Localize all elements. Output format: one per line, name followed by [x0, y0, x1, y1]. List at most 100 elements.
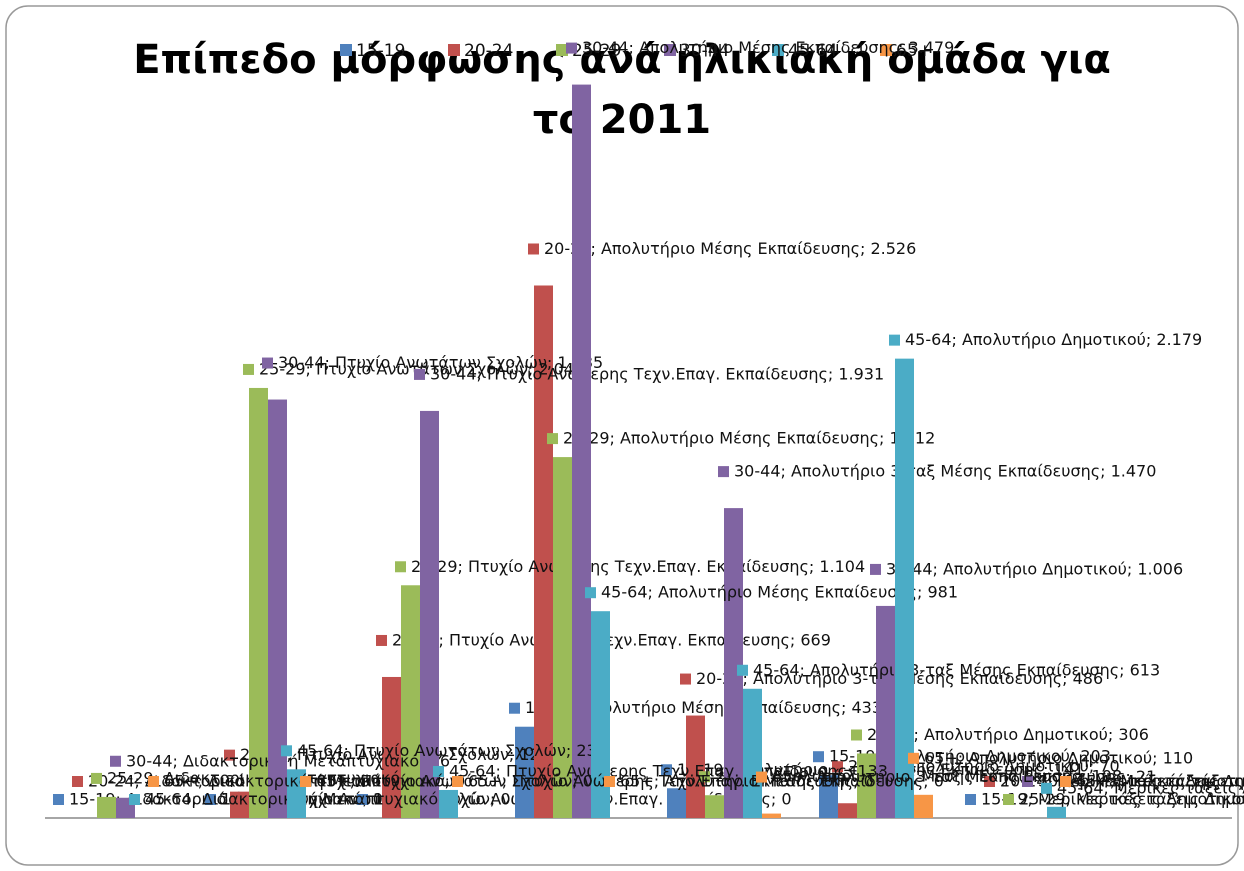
bar	[249, 387, 268, 818]
label-marker	[110, 755, 121, 767]
label-marker	[680, 673, 691, 685]
bar	[819, 775, 838, 818]
label-marker	[965, 794, 976, 805]
bar	[876, 605, 895, 818]
legend-swatch	[880, 44, 892, 56]
bar	[553, 457, 572, 818]
label-marker	[604, 776, 615, 787]
data-label: 45-64; Απολυτήριο Μέσης Εκπαίδευσης; 981	[601, 583, 958, 602]
label-marker	[452, 776, 463, 787]
data-label: 20-24; Πτυχίο Ανώτερης Τεχν.Επαγ. Εκπαίδ…	[392, 630, 831, 649]
label-marker	[889, 334, 900, 346]
label-marker	[414, 368, 425, 380]
label-marker	[357, 794, 368, 805]
label-marker	[91, 772, 102, 784]
data-label: 20-24; Διδακτορικό ή Μεταπτυχιακό; 0	[88, 772, 402, 791]
bar	[667, 788, 686, 818]
data-label: 45-64; Απολυτήριο 3-ταξ Μέσης Εκπαίδευση…	[753, 660, 1160, 679]
data-label: 25-29; Μερικές τάξεις Δημοτικού; 0	[1019, 790, 1244, 809]
bar	[838, 803, 857, 818]
label-marker	[528, 243, 539, 255]
data-label: 65+; Απολυτήριο Μέσης Εκπαίδευσης; 0	[620, 772, 944, 791]
data-label: 45-64; Μερικές τάξεις Δημοτικού; 53	[1057, 778, 1244, 797]
label-marker	[148, 776, 159, 787]
data-label: 45-64; Πτυχίο Ανώτερης Τεχν.Επαγ. Εκπαίδ…	[449, 761, 888, 780]
data-label: 15-19; Μερικές τάξεις Δημοτικού; 0	[981, 790, 1244, 809]
bar	[1047, 806, 1066, 818]
label-marker	[395, 561, 406, 573]
bar	[534, 285, 553, 818]
legend-label: 65+	[896, 41, 932, 61]
label-marker	[509, 702, 520, 714]
label-marker	[984, 776, 995, 787]
label-marker	[851, 729, 862, 741]
label-marker	[224, 749, 235, 761]
label-marker	[1022, 776, 1033, 787]
data-label: 45-64; Απολυτήριο Δημοτικού; 2.179	[905, 330, 1202, 349]
label-marker	[72, 776, 83, 787]
label-marker	[908, 752, 919, 764]
label-marker	[699, 771, 710, 783]
legend-label: 30-44	[680, 41, 729, 61]
bar	[895, 358, 914, 818]
bar	[762, 813, 781, 818]
label-marker	[870, 563, 881, 575]
label-marker	[1003, 794, 1014, 805]
label-marker	[433, 765, 444, 777]
bar	[97, 796, 116, 818]
data-label: 30-44; Απολυτήριο Δημοτικού; 1.006	[886, 559, 1183, 578]
data-label: 65+; Μερικές τάξεις Δημοτικού; 0	[1076, 772, 1244, 791]
label-marker	[661, 764, 672, 776]
bar	[686, 715, 705, 818]
chart-title: Επίπεδο μόρφωσης ανά ηλικιακή ομάδα για …	[133, 37, 1111, 143]
data-label: 25-29; Πτυχίο Ανώτερης Τεχν.Επαγ. Εκπαίδ…	[411, 557, 865, 576]
legend-swatch	[664, 44, 676, 56]
data-label: 25-29; Απολυτήριο 3-ταξ Μέσης Εκπαίδευση…	[715, 767, 1122, 786]
data-label: 65+; Πτυχίο Ανώτερης Τεχν.Επαγ. Εκπαίδευ…	[468, 772, 874, 791]
bar	[401, 585, 420, 818]
bar	[572, 84, 591, 819]
data-label: 20-24; Απολυτήριο Μέσης Εκπαίδευσης; 2.5…	[544, 239, 916, 258]
bar	[591, 611, 610, 818]
label-marker	[53, 794, 64, 805]
bar	[420, 410, 439, 818]
data-label: 25-29; Απολυτήριο Δημοτικού; 306	[867, 725, 1149, 744]
data-label: 25-29; Απολυτήριο Μέσης Εκπαίδευσης; 1.7…	[563, 429, 935, 448]
data-label: 45-64; Πτυχίο Ανωτάτων Σχολών; 231	[297, 741, 607, 760]
label-marker	[1060, 776, 1071, 787]
bar	[724, 508, 743, 818]
label-marker	[1041, 782, 1052, 794]
data-label: 65+; Διδακτορικό ή Μεταπτυχιακό; 0	[164, 772, 465, 791]
label-marker	[566, 42, 577, 54]
legend-swatch	[340, 44, 352, 56]
bar	[857, 753, 876, 818]
data-label: 30-44; Μερικές τάξεις Δημοτικού; 0	[1038, 772, 1244, 791]
bar	[515, 726, 534, 818]
label-marker	[737, 664, 748, 676]
data-label: 30-44; Απολυτήριο Μέσης Εκπαίδευσης; 3.4…	[582, 38, 954, 57]
legend-label: 20-24	[464, 41, 513, 61]
label-marker	[813, 751, 824, 763]
label-marker	[300, 776, 311, 787]
legend-swatch	[772, 44, 784, 56]
bar	[914, 794, 933, 818]
label-marker	[832, 761, 843, 773]
legend-label: 25-29	[572, 41, 621, 61]
title-box: Επίπεδο μόρφωσης ανά ηλικιακή ομάδα για …	[133, 37, 1111, 143]
label-marker	[205, 794, 216, 805]
bar	[743, 688, 762, 818]
label-marker	[718, 466, 729, 478]
label-marker	[547, 433, 558, 445]
legend-swatch	[448, 44, 460, 56]
label-marker	[585, 587, 596, 599]
legend-swatch	[556, 44, 568, 56]
label-marker	[262, 357, 273, 369]
legend-label: 15-19	[356, 41, 405, 61]
bar	[439, 789, 458, 818]
label-marker	[129, 794, 140, 805]
legend-label: 45-64	[788, 41, 837, 61]
data-label: 30-44; Απολυτήριο 3-ταξ Μέσης Εκπαίδευση…	[734, 462, 1156, 481]
data-label: 30-44; Πτυχίο Ανώτερης Τεχν.Επαγ. Εκπαίδ…	[430, 364, 884, 383]
